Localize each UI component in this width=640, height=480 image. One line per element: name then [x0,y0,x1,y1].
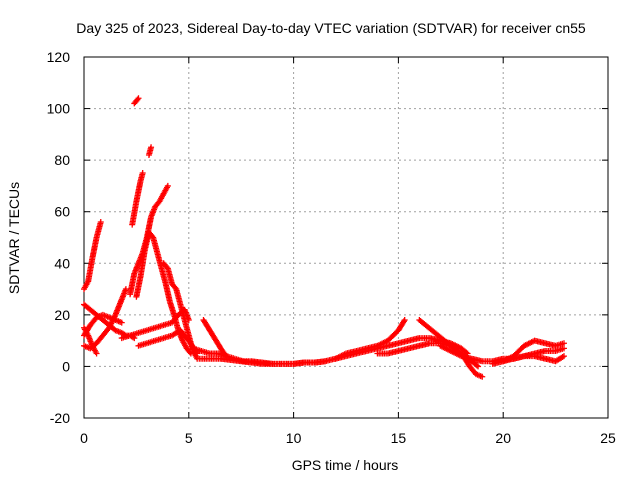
data-point [135,95,142,102]
data-point-interp [134,96,141,103]
x-tick-label: 15 [391,430,407,446]
data-point [118,319,125,326]
data-point [185,317,192,324]
x-tick-label: 10 [286,430,302,446]
grid-lines [84,57,608,418]
y-tick-label: 80 [54,152,70,168]
data-point [194,350,201,357]
x-tick-label: 20 [495,430,511,446]
x-tick-label: 25 [600,430,616,446]
data-point [97,219,104,226]
data-points [81,95,567,380]
y-axis-label: SDTVAR / TECUs [6,182,22,294]
x-tick-label: 5 [185,430,193,446]
y-tick-label: 60 [54,204,70,220]
data-point [401,317,408,324]
data-point [131,335,138,342]
y-tick-label: -20 [50,410,70,426]
y-axis-ticks: -20 0 20 40 60 80 100 120 [47,49,608,426]
data-point [479,373,486,380]
data-point-interp [222,351,229,358]
data-point [560,345,567,352]
data-point-interp [400,318,407,325]
data-point [322,358,329,365]
y-tick-label: 120 [47,49,71,65]
data-point [93,350,100,357]
data-point [560,340,567,347]
y-tick-label: 100 [47,101,71,117]
data-point [164,182,171,189]
data-point [148,144,155,151]
plot-frame [83,56,609,419]
y-tick-label: 40 [54,255,70,271]
data-point [122,286,129,293]
x-axis-label: GPS time / hours [292,457,399,473]
data-point [139,170,146,177]
y-tick-label: 20 [54,307,70,323]
x-tick-label: 0 [80,430,88,446]
chart-title: Day 325 of 2023, Sidereal Day-to-day VTE… [76,20,586,36]
data-point [560,353,567,360]
data-point [223,353,230,360]
x-axis-ticks: 0 5 10 15 20 25 [80,57,616,446]
data-point-interp [473,362,480,369]
y-tick-label: 0 [62,358,70,374]
data-point [475,363,482,370]
